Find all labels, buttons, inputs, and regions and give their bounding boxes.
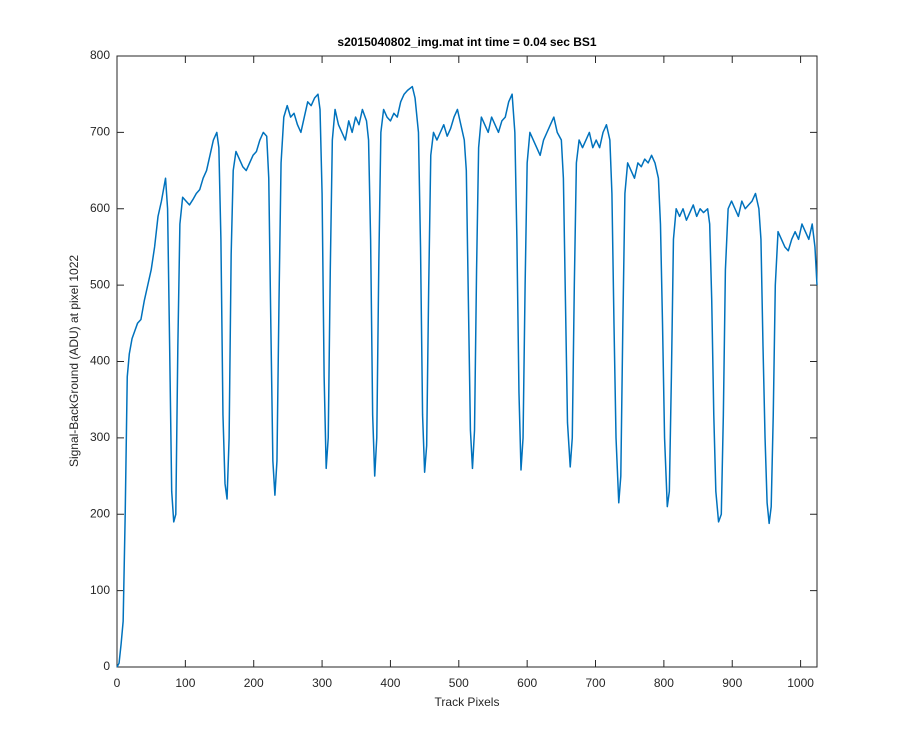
y-tick-label: 800 <box>90 48 110 62</box>
x-tick-label: 300 <box>312 676 332 690</box>
x-tick-label: 700 <box>586 676 606 690</box>
chart-title: s2015040802_img.mat int time = 0.04 sec … <box>337 35 596 49</box>
y-tick-label: 500 <box>90 277 110 291</box>
x-tick-label: 600 <box>517 676 537 690</box>
y-tick-label: 200 <box>90 506 110 520</box>
x-tick-label: 500 <box>449 676 469 690</box>
x-tick-label: 100 <box>175 676 195 690</box>
x-tick-label: 0 <box>114 676 121 690</box>
data-line <box>116 85 818 668</box>
x-tick-label: 200 <box>244 676 264 690</box>
x-tick-label: 1000 <box>787 676 814 690</box>
y-tick-label: 0 <box>103 659 110 673</box>
y-axis-label: Signal-BackGround (ADU) at pixel 1022 <box>67 255 81 467</box>
y-tick-label: 300 <box>90 430 110 444</box>
x-tick-label: 800 <box>654 676 674 690</box>
x-tick-label: 900 <box>722 676 742 690</box>
y-tick-label: 400 <box>90 354 110 368</box>
y-tick-label: 700 <box>90 125 110 139</box>
x-axis-label: Track Pixels <box>435 695 500 709</box>
x-tick-label: 400 <box>380 676 400 690</box>
y-tick-label: 100 <box>90 583 110 597</box>
y-tick-label: 600 <box>90 201 110 215</box>
plot-area <box>116 55 818 668</box>
